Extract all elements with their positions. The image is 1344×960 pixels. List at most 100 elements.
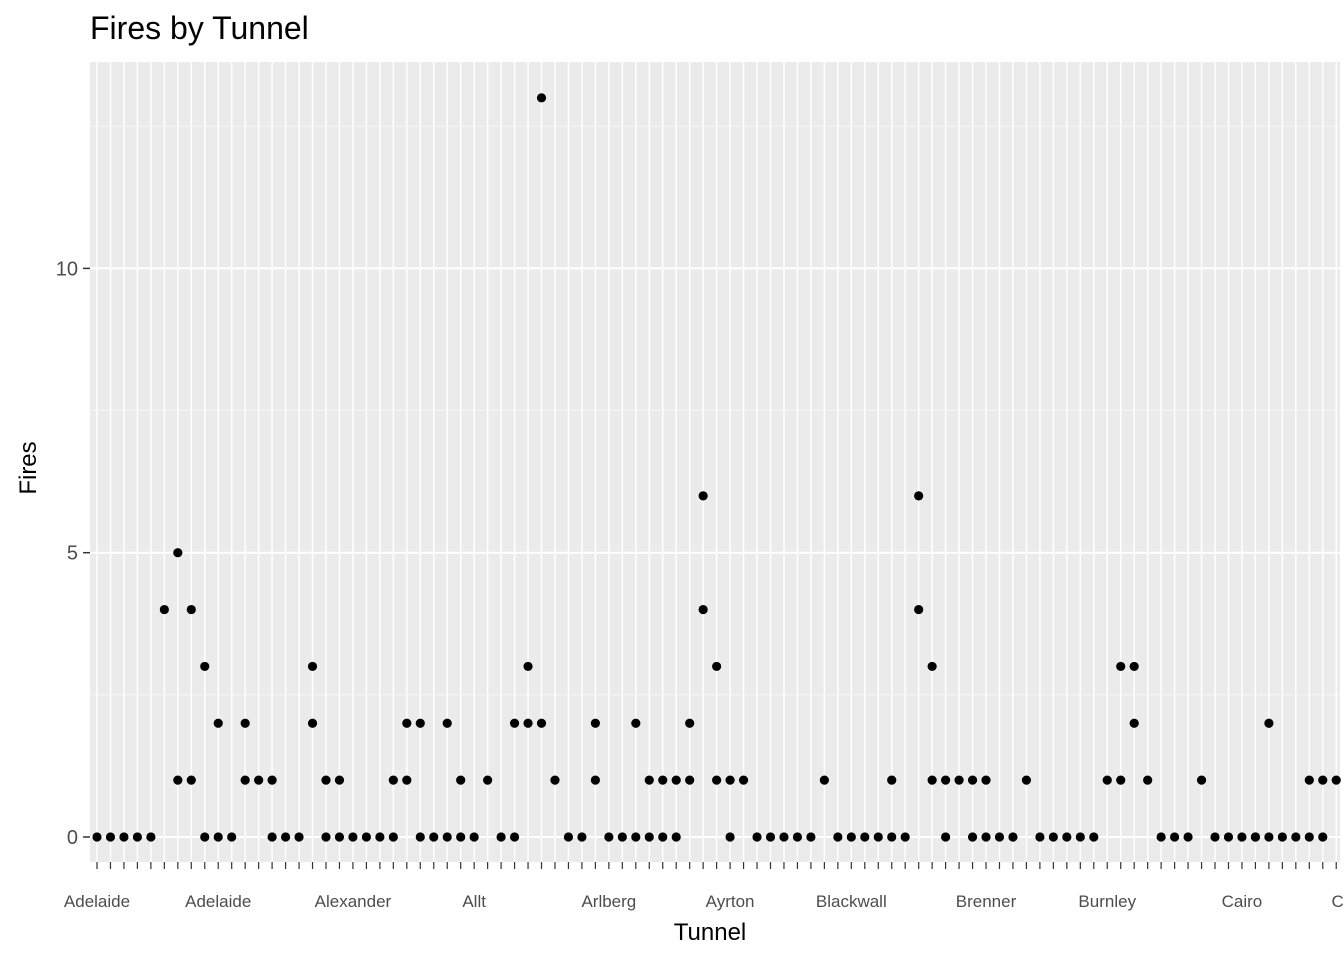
- data-point: [429, 832, 439, 842]
- data-point: [1196, 775, 1207, 785]
- y-tick-label: 0: [67, 827, 78, 849]
- data-point: [402, 718, 412, 728]
- data-point: [1129, 661, 1139, 672]
- data-point: [200, 661, 210, 672]
- data-point: [1156, 832, 1166, 842]
- data-point: [914, 491, 924, 501]
- data-point: [1089, 832, 1099, 842]
- data-point: [1291, 832, 1301, 842]
- data-point: [927, 661, 937, 672]
- data-point: [375, 832, 385, 842]
- data-point: [1264, 832, 1274, 842]
- x-category-label: Adelaide: [185, 892, 251, 911]
- y-axis: 0 5 10: [56, 258, 90, 849]
- data-point: [671, 832, 681, 842]
- data-point: [321, 832, 331, 842]
- data-point: [1021, 775, 1032, 785]
- x-category-label: Burnley: [1078, 892, 1136, 911]
- data-point: [644, 775, 654, 785]
- data-point: [994, 832, 1005, 842]
- data-point: [550, 775, 560, 785]
- data-point: [806, 832, 816, 842]
- data-point: [604, 832, 614, 842]
- data-point: [213, 718, 223, 728]
- data-point: [105, 832, 116, 842]
- data-point: [1129, 718, 1139, 728]
- data-point: [173, 548, 183, 558]
- data-point: [779, 832, 789, 842]
- chart-title: Fires by Tunnel: [90, 10, 309, 46]
- y-tick-label: 5: [67, 543, 78, 565]
- data-point: [1264, 718, 1274, 728]
- x-category-label: Brenner: [956, 892, 1017, 911]
- data-point: [456, 832, 466, 842]
- data-point: [1250, 832, 1261, 842]
- x-category-label: Allt: [462, 892, 486, 911]
- data-point: [1304, 832, 1314, 842]
- data-point: [307, 661, 318, 672]
- data-point: [658, 775, 668, 785]
- data-point: [1331, 775, 1341, 785]
- data-point: [1102, 775, 1112, 785]
- data-point: [819, 775, 829, 785]
- data-point: [833, 832, 843, 842]
- data-point: [644, 832, 654, 842]
- data-point: [752, 832, 762, 842]
- plot-panel: [90, 62, 1340, 862]
- data-point: [1116, 775, 1126, 785]
- data-point: [981, 775, 991, 785]
- x-category-label: Adelaide: [64, 892, 130, 911]
- data-point: [254, 775, 264, 785]
- data-point: [590, 775, 600, 785]
- data-point: [967, 775, 978, 785]
- data-point: [712, 775, 722, 785]
- x-axis-title: Tunnel: [674, 919, 747, 946]
- data-point: [698, 491, 708, 501]
- major-gridlines: [90, 62, 1340, 862]
- data-point: [240, 718, 250, 728]
- data-point: [765, 832, 776, 842]
- data-point: [1116, 661, 1126, 672]
- data-point: [132, 832, 143, 842]
- data-point: [1008, 832, 1018, 842]
- data-point: [1210, 832, 1220, 842]
- data-point: [577, 832, 587, 842]
- x-category-label: Blackwall: [816, 892, 887, 911]
- data-point: [146, 832, 156, 842]
- data-point: [267, 775, 277, 785]
- x-category-label: Arlberg: [581, 892, 636, 911]
- data-point: [1035, 832, 1045, 842]
- data-point: [967, 832, 978, 842]
- data-point: [1318, 832, 1328, 842]
- data-point: [846, 832, 856, 842]
- data-point: [698, 604, 708, 615]
- data-point: [334, 832, 345, 842]
- data-point: [981, 832, 991, 842]
- data-point: [738, 775, 749, 785]
- data-point: [873, 832, 883, 842]
- data-point: [402, 775, 412, 785]
- data-point: [725, 832, 735, 842]
- data-point: [1237, 832, 1247, 842]
- data-point: [348, 832, 358, 842]
- data-point: [954, 775, 964, 785]
- data-point: [1170, 832, 1180, 842]
- data-point: [307, 718, 318, 728]
- data-point: [523, 718, 533, 728]
- data-point: [92, 832, 102, 842]
- data-point: [415, 718, 425, 728]
- data-point: [725, 775, 735, 785]
- data-point: [658, 832, 668, 842]
- data-point: [900, 832, 910, 842]
- data-point: [442, 718, 452, 728]
- data-point: [631, 832, 641, 842]
- data-point: [631, 718, 641, 728]
- data-point: [159, 604, 169, 615]
- data-point: [227, 832, 237, 842]
- data-point: [1075, 832, 1085, 842]
- data-point: [213, 832, 223, 842]
- data-point: [186, 604, 196, 615]
- data-point: [685, 718, 695, 728]
- data-point: [483, 775, 493, 785]
- data-point: [927, 775, 937, 785]
